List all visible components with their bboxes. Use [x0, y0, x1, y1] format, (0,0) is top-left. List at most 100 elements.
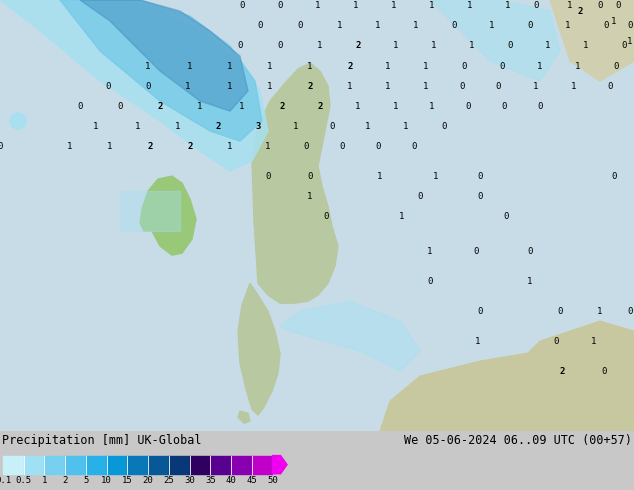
- Polygon shape: [252, 63, 338, 303]
- Text: 1: 1: [429, 101, 435, 111]
- Text: 2: 2: [280, 101, 285, 111]
- Text: 1: 1: [135, 122, 141, 130]
- Text: 1: 1: [575, 62, 581, 71]
- Text: 0: 0: [427, 277, 432, 286]
- Text: 25: 25: [164, 476, 174, 485]
- Polygon shape: [280, 301, 420, 371]
- Text: 10: 10: [101, 476, 112, 485]
- Text: 1: 1: [355, 101, 361, 111]
- Text: 0: 0: [105, 81, 111, 91]
- Text: 1: 1: [403, 122, 409, 130]
- Text: 1: 1: [353, 0, 359, 9]
- Text: 0: 0: [459, 81, 465, 91]
- Text: 0: 0: [613, 62, 619, 71]
- Text: 0: 0: [627, 21, 633, 29]
- Text: 1: 1: [239, 101, 245, 111]
- Text: 1: 1: [377, 172, 383, 181]
- Text: 5: 5: [83, 476, 89, 485]
- Text: 40: 40: [226, 476, 236, 485]
- Text: 1: 1: [476, 337, 481, 345]
- Text: 1: 1: [429, 0, 435, 9]
- Text: 0: 0: [597, 0, 603, 9]
- Polygon shape: [80, 0, 248, 111]
- Bar: [210, 456, 231, 474]
- Bar: [107, 456, 127, 474]
- Text: 1: 1: [545, 41, 551, 49]
- Bar: [252, 456, 273, 474]
- Text: 1: 1: [611, 17, 617, 25]
- Text: 0: 0: [501, 101, 507, 111]
- Bar: [231, 456, 252, 474]
- Text: 0: 0: [527, 246, 533, 256]
- Text: 2: 2: [187, 142, 193, 150]
- Text: 2: 2: [578, 6, 583, 16]
- Text: 0: 0: [411, 142, 417, 150]
- Text: 0.1: 0.1: [0, 476, 11, 485]
- Polygon shape: [238, 283, 280, 415]
- Text: 1: 1: [265, 142, 271, 150]
- Polygon shape: [0, 0, 268, 171]
- Text: 1: 1: [197, 101, 203, 111]
- Text: 2: 2: [157, 101, 163, 111]
- Text: 0: 0: [477, 192, 482, 200]
- Text: 0: 0: [307, 172, 313, 181]
- Text: 0: 0: [257, 21, 262, 29]
- Text: 2: 2: [216, 122, 221, 130]
- Text: 20: 20: [143, 476, 153, 485]
- Text: 1: 1: [424, 62, 429, 71]
- Text: 0: 0: [375, 142, 380, 150]
- Text: We 05-06-2024 06..09 UTC (00+57): We 05-06-2024 06..09 UTC (00+57): [404, 434, 632, 447]
- Text: 0: 0: [297, 21, 302, 29]
- Text: 0: 0: [277, 41, 283, 49]
- Text: 1: 1: [592, 337, 597, 345]
- Text: 1: 1: [268, 81, 273, 91]
- Text: 0: 0: [557, 307, 563, 316]
- Text: 0: 0: [495, 81, 501, 91]
- Text: 30: 30: [184, 476, 195, 485]
- Bar: [65, 456, 86, 474]
- Text: 1: 1: [228, 142, 233, 150]
- Text: 2: 2: [317, 101, 323, 111]
- Text: 0: 0: [607, 81, 612, 91]
- Text: 0: 0: [474, 246, 479, 256]
- Text: 1: 1: [413, 21, 418, 29]
- Text: 0: 0: [323, 212, 328, 220]
- Bar: [86, 456, 107, 474]
- Text: 1: 1: [431, 41, 437, 49]
- Text: 2: 2: [347, 62, 353, 71]
- Text: 0: 0: [616, 0, 621, 9]
- Text: 15: 15: [122, 476, 133, 485]
- Text: 1: 1: [533, 81, 539, 91]
- Bar: [3, 456, 23, 474]
- Text: 0: 0: [462, 62, 467, 71]
- Text: 0: 0: [303, 142, 309, 150]
- Bar: [120, 191, 180, 231]
- Text: 0: 0: [477, 307, 482, 316]
- FancyArrow shape: [273, 456, 287, 474]
- Text: 0: 0: [601, 367, 607, 376]
- Text: 1: 1: [385, 62, 391, 71]
- Text: 0: 0: [0, 142, 3, 150]
- Text: 2: 2: [355, 41, 361, 49]
- Text: 0: 0: [277, 0, 283, 9]
- Text: 45: 45: [247, 476, 257, 485]
- Text: 1: 1: [537, 62, 543, 71]
- Bar: [23, 456, 44, 474]
- Text: 0: 0: [553, 337, 559, 345]
- Text: 0: 0: [465, 101, 470, 111]
- Text: 1: 1: [337, 21, 343, 29]
- Text: 1: 1: [185, 81, 191, 91]
- Polygon shape: [510, 321, 634, 391]
- Text: 1: 1: [67, 142, 73, 150]
- Bar: [127, 456, 148, 474]
- Text: 1: 1: [375, 21, 380, 29]
- Text: 0: 0: [500, 62, 505, 71]
- Text: 0: 0: [537, 101, 543, 111]
- Text: 0: 0: [527, 21, 533, 29]
- Text: 1: 1: [571, 81, 577, 91]
- Text: 0: 0: [339, 142, 345, 150]
- Text: 1: 1: [176, 122, 181, 130]
- Text: 2: 2: [559, 367, 565, 376]
- Text: 1: 1: [228, 81, 233, 91]
- Text: 1: 1: [307, 62, 313, 71]
